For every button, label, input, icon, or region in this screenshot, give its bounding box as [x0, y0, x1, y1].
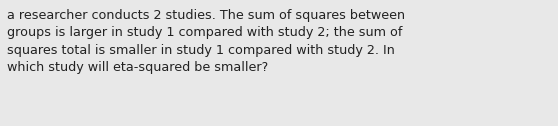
Text: a researcher conducts 2 studies. The sum of squares between
groups is larger in : a researcher conducts 2 studies. The sum… — [7, 9, 405, 74]
